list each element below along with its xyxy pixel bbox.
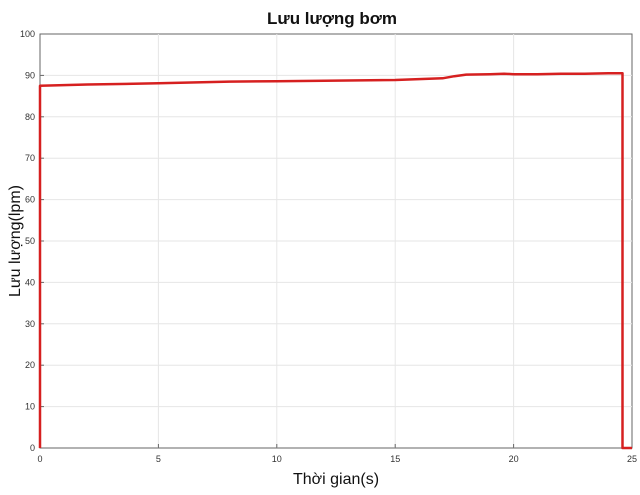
y-tick-label: 100 <box>20 29 35 39</box>
y-axis-ticks: 0 10 20 30 40 50 60 70 80 90 100 <box>20 29 44 453</box>
y-tick-label: 40 <box>25 277 35 287</box>
y-tick-label: 20 <box>25 360 35 370</box>
y-tick-label: 70 <box>25 153 35 163</box>
y-tick-label: 90 <box>25 70 35 80</box>
series-line <box>38 72 632 450</box>
x-tick-label: 0 <box>37 454 42 464</box>
x-axis-label: Thời gian(s) <box>293 471 379 488</box>
y-tick-label: 60 <box>25 195 35 205</box>
y-tick-label: 30 <box>25 319 35 329</box>
chart-title: Lưu lượng bơm <box>267 9 397 28</box>
grid-lines <box>40 34 632 448</box>
y-tick-label: 0 <box>30 443 35 453</box>
y-tick-label: 80 <box>25 112 35 122</box>
x-tick-label: 25 <box>627 454 637 464</box>
series-group <box>38 72 632 450</box>
x-tick-label: 5 <box>156 454 161 464</box>
y-tick-label: 10 <box>25 402 35 412</box>
x-tick-label: 20 <box>509 454 519 464</box>
y-tick-label: 50 <box>25 236 35 246</box>
x-tick-label: 10 <box>272 454 282 464</box>
y-axis-label: Lưu lượng(lpm) <box>7 185 24 297</box>
x-tick-label: 15 <box>390 454 400 464</box>
